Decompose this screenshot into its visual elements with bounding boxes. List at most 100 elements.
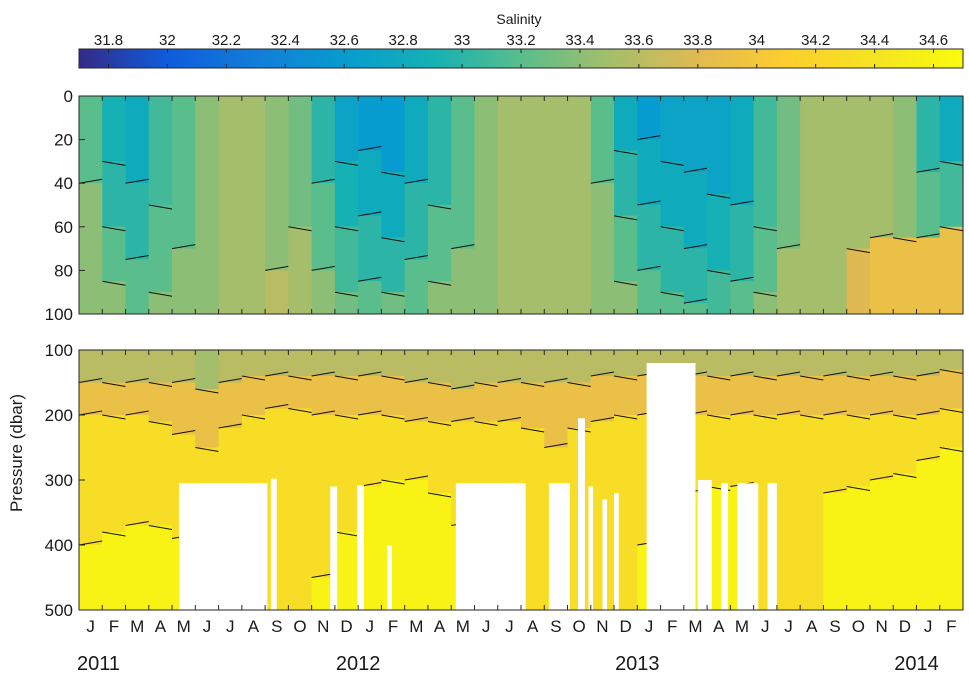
salinity-cell <box>265 270 289 314</box>
colorbar-tick-label: 33.8 <box>683 32 712 49</box>
contour-line <box>102 382 126 387</box>
month-label: O <box>852 617 865 636</box>
colorbar-tick-label: 34.6 <box>919 32 948 49</box>
colorbar-tick-label: 34 <box>748 32 765 49</box>
contour-line <box>613 215 638 221</box>
month-label: A <box>248 617 260 636</box>
contour-line <box>381 414 405 420</box>
contour-line <box>776 244 801 250</box>
contour-line <box>171 378 196 383</box>
salinity-cell <box>381 96 406 173</box>
salinity-cell <box>637 205 662 271</box>
colorbar-tick-label: 33.2 <box>506 32 535 49</box>
contour-line <box>939 447 964 452</box>
salinity-cell <box>497 96 522 314</box>
salinity-cell <box>614 350 638 376</box>
contour-line <box>916 410 940 416</box>
contour-line <box>148 525 173 530</box>
contour-line <box>381 375 405 381</box>
contour-line <box>148 204 173 210</box>
contour-line <box>800 375 824 381</box>
month-label: J <box>784 617 793 636</box>
contour-line <box>171 244 196 250</box>
salinity-cell <box>916 237 941 314</box>
contour-line <box>590 371 615 377</box>
contour-line <box>404 378 429 383</box>
month-label: A <box>713 617 725 636</box>
colorbar-tick-label: 32.2 <box>212 32 241 49</box>
colorbar-tick-label: 34.4 <box>860 32 889 49</box>
salinity-cell <box>125 350 150 383</box>
contour-line <box>613 150 638 155</box>
month-label: F <box>109 617 119 636</box>
salinity-cell <box>288 350 313 376</box>
contour-line <box>730 371 754 377</box>
contour-line <box>660 291 684 297</box>
contour-line <box>125 521 149 526</box>
month-label: M <box>130 617 144 636</box>
data-gap <box>767 483 777 610</box>
salinity-cell <box>590 183 615 314</box>
contour-line <box>776 410 801 416</box>
salinity-cell <box>334 96 359 162</box>
salinity-cell <box>334 161 359 227</box>
contour-line <box>78 378 103 383</box>
contour-line <box>148 421 173 426</box>
salinity-cell <box>381 237 406 293</box>
salinity-cell <box>172 382 196 435</box>
contour-line <box>637 200 661 206</box>
month-label: J <box>482 617 491 636</box>
contour-line <box>637 135 661 141</box>
month-label: N <box>596 617 608 636</box>
salinity-cell <box>404 259 429 314</box>
salinity-cell <box>195 96 220 314</box>
contour-line <box>102 280 126 286</box>
salinity-cell <box>683 96 708 173</box>
salinity-cell <box>823 493 848 610</box>
salinity-cell <box>939 369 964 409</box>
salinity-cell <box>334 292 359 314</box>
y-tick-label: 100 <box>45 305 73 324</box>
salinity-cell <box>288 376 313 409</box>
contour-line <box>846 375 871 381</box>
month-label: A <box>434 617 446 636</box>
salinity-cell <box>125 259 150 314</box>
salinity-cell <box>79 96 103 184</box>
salinity-cell <box>125 96 150 184</box>
salinity-cell <box>381 172 406 238</box>
contour-line <box>916 456 940 461</box>
salinity-cell <box>800 376 825 415</box>
salinity-cell <box>427 382 452 422</box>
salinity-cell <box>660 292 685 314</box>
upper-y-tick-labels: 0 20 40 60 80 100 <box>45 87 73 324</box>
salinity-cell <box>707 96 731 195</box>
salinity-cell <box>567 96 592 314</box>
month-label: J <box>924 617 933 636</box>
y-tick-label: 60 <box>54 218 73 237</box>
salinity-cell <box>730 415 755 487</box>
contour-line <box>660 226 684 232</box>
salinity-cell <box>404 421 429 480</box>
colorbar-tick-label: 33.6 <box>624 32 653 49</box>
data-gap <box>646 363 696 610</box>
contour-line <box>544 378 568 383</box>
salinity-cell <box>637 139 662 205</box>
salinity-cell <box>195 350 220 389</box>
salinity-cell <box>776 350 801 376</box>
data-gap <box>721 483 729 610</box>
salinity-cell <box>567 382 592 428</box>
salinity-cell <box>893 415 918 474</box>
salinity-cell <box>521 350 545 383</box>
salinity-cell <box>265 350 289 376</box>
salinity-cell <box>265 408 289 610</box>
month-label: M <box>177 617 191 636</box>
colorbar-tick-labels: 31.8 32 32.2 32.4 32.6 32.8 33 33.2 33.4 33.6 33.8… <box>94 32 948 49</box>
salinity-cell <box>800 96 825 314</box>
salinity-cell <box>195 389 220 448</box>
salinity-cell <box>427 421 452 493</box>
y-tick-label: 400 <box>45 536 73 555</box>
salinity-cell <box>427 205 452 282</box>
salinity-cell <box>869 96 894 238</box>
salinity-cell <box>893 350 918 376</box>
contour-line <box>265 265 289 271</box>
